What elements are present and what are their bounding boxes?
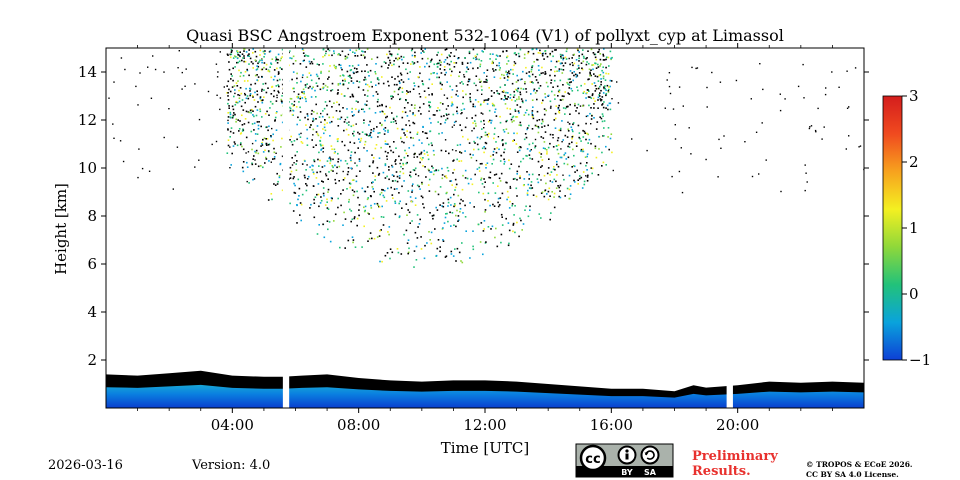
chart-title: Quasi BSC Angstroem Exponent 532-1064 (V… [186,26,784,45]
x-tick-label: 20:00 [716,416,759,434]
version-label: Version: 4.0 [192,458,271,473]
y-axis: 2 4 6 8 10 12 14 [78,63,869,369]
sa-label: SA [644,468,657,477]
colorbar-tick-label: 0 [909,285,919,303]
y-tick-label: 6 [87,255,97,273]
copyright-notice: © TROPOS & ECoE 2026. CC BY SA 4.0 Licen… [806,460,913,480]
scatter-cloud [108,48,864,268]
cc-icon [579,444,607,472]
y-tick-label: 12 [78,111,97,129]
x-axis-label: Time [UTC] [441,439,530,457]
colorbar-tick-label: 2 [909,153,919,171]
x-tick-label: 04:00 [211,416,254,434]
copyright-line-1: © TROPOS & ECoE 2026. [806,460,913,469]
cc-license-badge[interactable]: cc BY SA [575,443,674,478]
data-gap-1 [282,48,290,408]
plot-area [106,48,864,408]
by-label: BY [621,468,633,477]
colorbar-tick-label: 1 [909,219,919,237]
y-tick-label: 2 [87,351,97,369]
cc-icon-text: cc [585,452,600,467]
preliminary-line-1: Preliminary [692,449,778,464]
y-tick-label: 8 [87,207,97,225]
y-axis-label: Height [km] [52,183,70,275]
x-tick-label: 12:00 [463,416,506,434]
x-tick-label: 16:00 [590,416,633,434]
x-tick-label: 08:00 [337,416,380,434]
y-tick-label: 14 [78,63,97,81]
colorbar-tick-label: −1 [909,351,931,369]
preliminary-notice: Preliminary Results. [692,449,778,479]
x-axis: 04:00 08:00 12:00 16:00 20:00 [137,43,833,434]
y-tick-label: 4 [87,303,97,321]
preliminary-line-2: Results. [692,464,751,479]
y-tick-label: 10 [78,159,97,177]
date-label: 2026-03-16 [48,458,123,473]
plot-frame [105,47,865,409]
colorbar-axis: −1 0 1 2 3 [902,87,931,369]
data-gap-2 [726,48,733,408]
share-alike-icon [640,445,660,465]
copyright-line-2: CC BY SA 4.0 License. [806,470,899,479]
colorbar-tick-label: 3 [909,87,919,105]
colorbar [882,95,903,361]
boundary-layer-values [106,384,864,408]
